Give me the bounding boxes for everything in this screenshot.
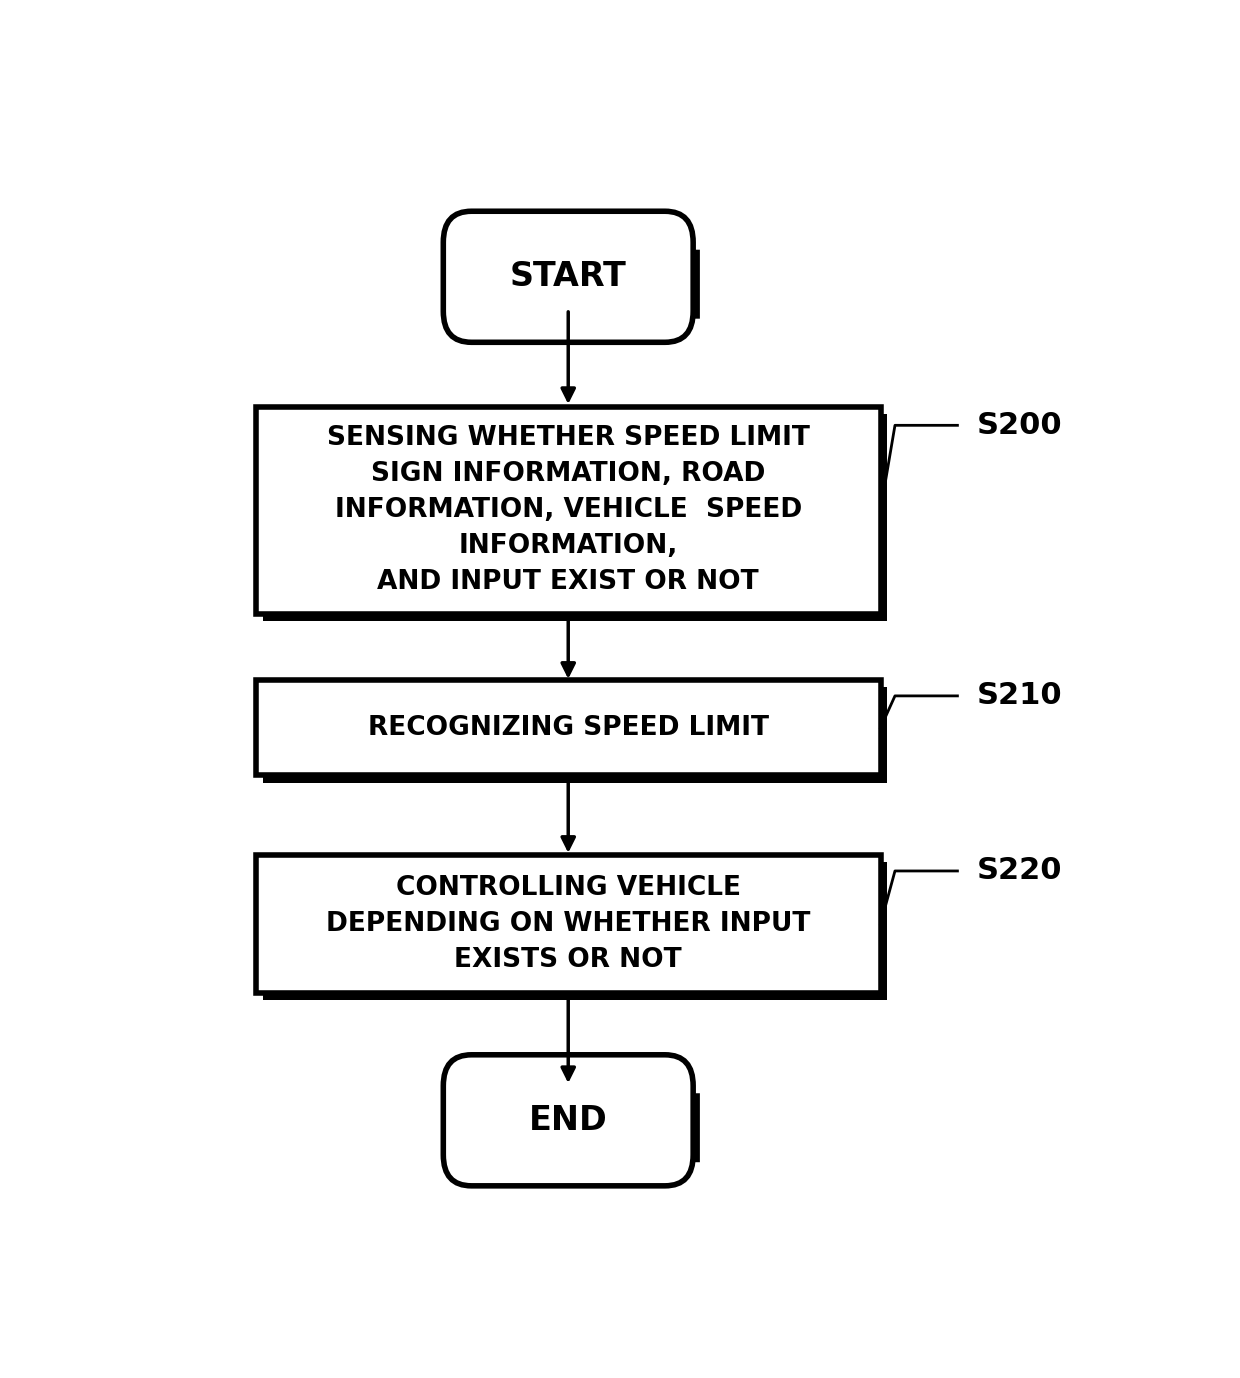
- Text: SENSING WHETHER SPEED LIMIT
SIGN INFORMATION, ROAD
INFORMATION, VEHICLE  SPEED
I: SENSING WHETHER SPEED LIMIT SIGN INFORMA…: [327, 426, 810, 595]
- Bar: [255, 679, 880, 776]
- FancyBboxPatch shape: [444, 1054, 693, 1186]
- Text: RECOGNIZING SPEED LIMIT: RECOGNIZING SPEED LIMIT: [368, 715, 769, 741]
- Bar: [263, 688, 888, 783]
- Bar: [255, 854, 880, 994]
- FancyBboxPatch shape: [444, 211, 693, 342]
- Text: END: END: [528, 1104, 608, 1137]
- Bar: [263, 863, 888, 1000]
- FancyBboxPatch shape: [450, 249, 699, 318]
- Text: S200: S200: [977, 411, 1063, 440]
- Text: S220: S220: [977, 857, 1063, 886]
- Bar: [255, 407, 880, 613]
- Text: S210: S210: [977, 681, 1063, 711]
- Bar: [263, 415, 888, 621]
- Text: CONTROLLING VEHICLE
DEPENDING ON WHETHER INPUT
EXISTS OR NOT: CONTROLLING VEHICLE DEPENDING ON WHETHER…: [326, 875, 811, 973]
- FancyBboxPatch shape: [450, 1093, 699, 1162]
- Text: START: START: [510, 260, 626, 294]
